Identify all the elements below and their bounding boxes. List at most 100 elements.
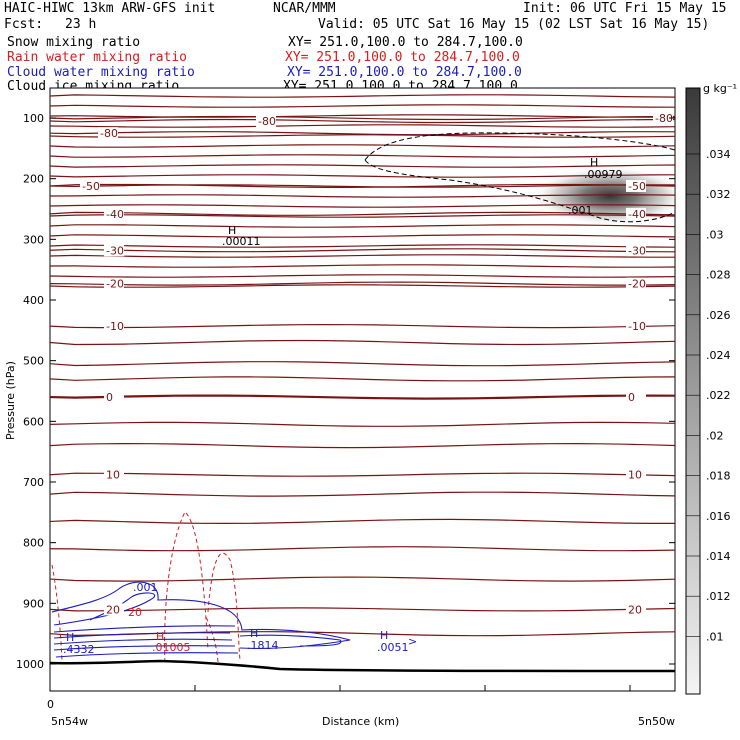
y-tick-label: 1000 bbox=[16, 658, 44, 671]
isotherm-labeled bbox=[50, 183, 675, 188]
y-axis-title: Pressure (hPa) bbox=[4, 361, 17, 440]
isotherm-label-bg bbox=[98, 127, 118, 140]
isotherm-line bbox=[50, 164, 675, 168]
isotherm-line bbox=[50, 421, 675, 427]
colorbar-label: .014 bbox=[706, 550, 731, 563]
isotherm-labeled bbox=[50, 248, 675, 253]
colorbar-label: .016 bbox=[706, 510, 731, 523]
isotherm-line bbox=[50, 576, 675, 582]
colorbar-labels: .034 .032 .03 .028 .026 .024 .022 .02 .018 .016 .0… bbox=[706, 148, 731, 643]
isotherm-labeled bbox=[50, 118, 675, 124]
x-axis-right-label: 5n50w bbox=[638, 715, 675, 728]
isotherm-label: -10 bbox=[628, 320, 646, 333]
isotherm-label-bg bbox=[626, 277, 646, 290]
colorbar-label: .018 bbox=[706, 470, 731, 483]
isotherm-label: -10 bbox=[106, 320, 124, 333]
isotherm-label-bg bbox=[104, 603, 124, 616]
isotherm-label: 10 bbox=[106, 469, 120, 482]
isotherm-line bbox=[50, 174, 675, 178]
isotherm-label-bg bbox=[653, 112, 673, 124]
snow-max2-h: H bbox=[228, 224, 236, 237]
isotherm-label-bg bbox=[626, 244, 646, 257]
isotherm-labeled bbox=[50, 394, 675, 400]
snow-contour-lower bbox=[364, 159, 675, 223]
cloud-water-label: .001 bbox=[133, 581, 158, 594]
isotherm-label: -20 bbox=[628, 278, 646, 291]
isotherm-line bbox=[50, 264, 675, 268]
y-tick-label: 600 bbox=[23, 415, 44, 428]
cloud-water-h3: H bbox=[380, 629, 388, 642]
isotherm-label: 0 bbox=[628, 391, 635, 404]
isotherm-line bbox=[50, 234, 675, 238]
legend-rain-xy: XY= 251.0,100.0 to 284.7,100.0 bbox=[285, 50, 520, 65]
temperature-contours bbox=[50, 94, 675, 637]
isotherm-label-bg bbox=[104, 391, 124, 404]
colorbar bbox=[685, 87, 701, 695]
snow-max-h: H bbox=[590, 156, 598, 169]
isotherm-label: -80 bbox=[258, 115, 276, 128]
isotherm-line bbox=[50, 104, 675, 108]
cloud-water-arrow: > bbox=[408, 635, 417, 648]
legend-snow-xy: XY= 251.0,100.0 to 284.7,100.0 bbox=[288, 35, 523, 50]
isotherm-label-bg bbox=[104, 207, 124, 220]
isotherm-label: -80 bbox=[100, 127, 118, 140]
isotherm-label: 0 bbox=[106, 391, 113, 404]
cloud-water-h2-value: .1814 bbox=[247, 639, 279, 652]
forecast-label: Fcst: bbox=[4, 17, 44, 32]
colorbar-label: .032 bbox=[706, 188, 731, 201]
colorbar-label: .026 bbox=[706, 309, 731, 322]
y-tick-label: 800 bbox=[23, 537, 44, 550]
colorbar-label: .034 bbox=[706, 148, 731, 161]
isotherm-line bbox=[50, 124, 675, 128]
rain-contour-label: 20 bbox=[128, 606, 142, 619]
isotherm-line bbox=[50, 491, 675, 497]
isotherm-labeled bbox=[50, 211, 675, 216]
x-axis-zero: 0 bbox=[47, 698, 54, 711]
colorbar-label: .028 bbox=[706, 269, 731, 282]
isotherm-label-bg bbox=[626, 603, 646, 616]
rain-h-value: .01005 bbox=[152, 641, 191, 654]
isotherm-line bbox=[50, 254, 675, 258]
isotherm-label-bg bbox=[626, 179, 646, 192]
isotherm-label: -80 bbox=[655, 112, 673, 125]
isotherm-labeled bbox=[50, 472, 675, 477]
rain-h: H bbox=[156, 630, 164, 643]
isotherm-label: -20 bbox=[106, 278, 124, 291]
isotherm-label: 20 bbox=[628, 603, 642, 616]
y-tick-label: 300 bbox=[23, 233, 44, 246]
forecast-hour: 23 h bbox=[65, 17, 97, 32]
isotherm-line bbox=[50, 144, 675, 148]
isotherm-label-bg bbox=[256, 115, 276, 128]
legend-cloud-water: Cloud water mixing ratio bbox=[7, 65, 195, 80]
y-tick-label: 500 bbox=[23, 355, 44, 368]
snow-contour-upper bbox=[364, 132, 675, 161]
isotherm-label: 20 bbox=[106, 603, 120, 616]
legend-rain: Rain water mixing ratio bbox=[7, 50, 188, 65]
colorbar-unit: g kg⁻¹ bbox=[703, 82, 737, 95]
isotherm-label: -40 bbox=[106, 208, 124, 221]
colorbar-label: .022 bbox=[706, 389, 731, 402]
isotherm-label-bg bbox=[104, 468, 124, 481]
isotherm-labeled bbox=[50, 323, 675, 329]
colorbar-label: .012 bbox=[706, 590, 731, 603]
isotherm-label-bg bbox=[80, 179, 100, 192]
isotherm-line bbox=[50, 518, 675, 525]
isotherm-line bbox=[50, 214, 675, 218]
isotherm-label-bg bbox=[626, 207, 646, 220]
y-tick-label: 400 bbox=[23, 294, 44, 307]
legend-cloud-water-xy: XY= 251.0,100.0 to 284.7,100.0 bbox=[287, 65, 522, 80]
organization-label: NCAR/MMM bbox=[273, 1, 336, 16]
isotherm-line bbox=[50, 204, 675, 208]
isotherm-labeled bbox=[50, 281, 675, 286]
isotherm-line bbox=[50, 339, 675, 346]
isotherm-label-bg bbox=[104, 277, 124, 290]
valid-time: Valid: 05 UTC Sat 16 May 15 (02 LST Sat … bbox=[318, 17, 710, 32]
cloud-water-h3-value: .0051 bbox=[377, 641, 409, 654]
isotherm-label-bg bbox=[104, 244, 124, 257]
isotherm-line bbox=[50, 442, 675, 449]
isotherm-label: -30 bbox=[106, 244, 124, 257]
isotherm-labeled bbox=[50, 607, 675, 612]
colorbar-label: .024 bbox=[706, 349, 731, 362]
isotherm-label: -30 bbox=[628, 244, 646, 257]
rain-contours bbox=[51, 511, 241, 663]
